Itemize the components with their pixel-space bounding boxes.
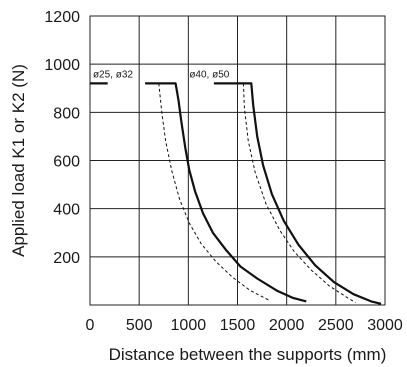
dashed-curve-2: [158, 83, 270, 301]
y-tick-label: 1200: [44, 9, 80, 26]
x-tick-label: 3000: [367, 317, 403, 334]
solid-curve-1: [145, 82, 307, 303]
y-tick-label: 200: [53, 250, 80, 267]
x-tick-label: 500: [126, 317, 153, 334]
x-tick-label: 2500: [318, 317, 354, 334]
y-tick-label: 800: [53, 105, 80, 122]
series-group: [90, 82, 382, 305]
y-tick-label: 400: [53, 202, 80, 219]
x-axis-label: Distance between the supports (mm): [109, 345, 387, 364]
x-tick-label: 1000: [171, 317, 207, 334]
dashed-curve-4: [242, 83, 356, 304]
x-tick-label: 1500: [220, 317, 256, 334]
solid-curve-3: [213, 82, 382, 305]
x-tick-labels: 0 500 1000 1500 2000 2500 3000: [86, 317, 403, 334]
diameter-annotation-0: ø25, ø32: [93, 69, 133, 80]
x-tick-label: 0: [86, 317, 95, 334]
grid-lines: [90, 16, 385, 305]
y-axis-label: Applied load K1 or K2 (N): [9, 64, 28, 257]
annotations: ø25, ø32 ø40, ø50: [93, 69, 230, 80]
plot-frame: [89, 15, 386, 306]
y-tick-label: 600: [53, 154, 80, 171]
x-tick-label: 2000: [269, 317, 305, 334]
diameter-annotation-1: ø40, ø50: [189, 69, 229, 80]
y-tick-labels: 200 400 600 800 1000 1200: [44, 9, 80, 267]
y-tick-label: 1000: [44, 57, 80, 74]
